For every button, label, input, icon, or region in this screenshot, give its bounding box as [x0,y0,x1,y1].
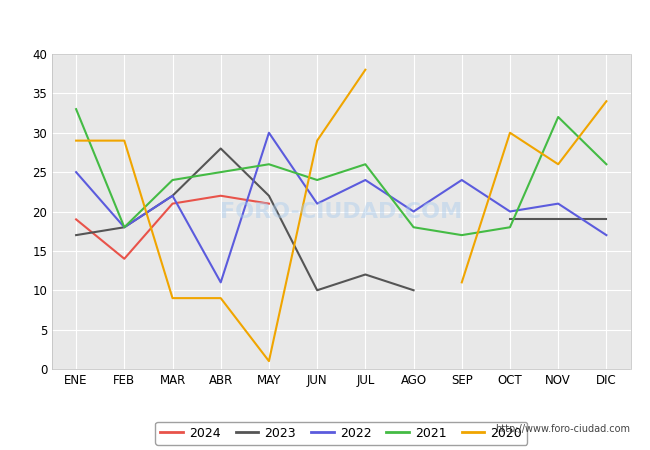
Text: Matriculaciones de Vehiculos en Lora del Río: Matriculaciones de Vehiculos en Lora del… [155,8,495,23]
Legend: 2024, 2023, 2022, 2021, 2020: 2024, 2023, 2022, 2021, 2020 [155,422,527,445]
Text: http://www.foro-ciudad.com: http://www.foro-ciudad.com [495,424,630,434]
Text: FORO-CIUDAD.COM: FORO-CIUDAD.COM [220,202,462,221]
